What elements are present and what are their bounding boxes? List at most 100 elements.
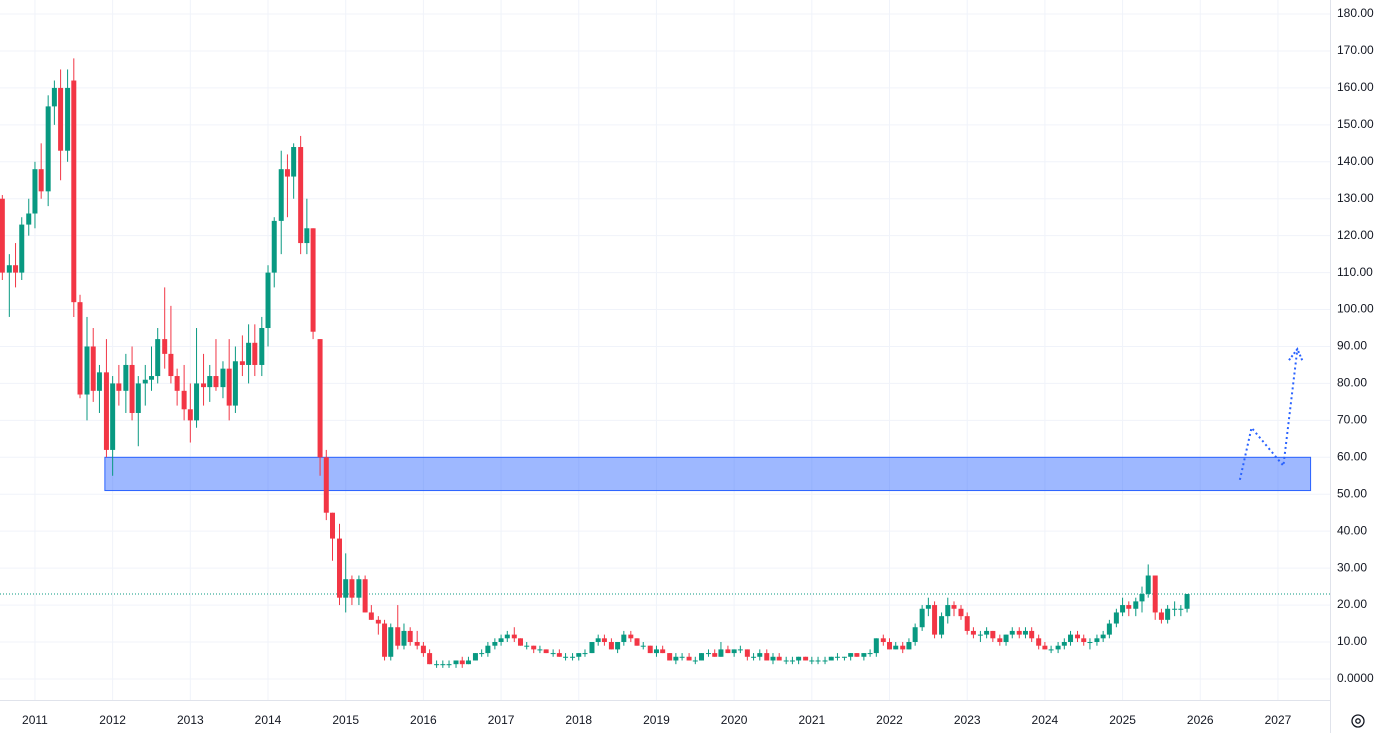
- candle-body: [1184, 593, 1190, 609]
- candle-body: [712, 653, 718, 657]
- candle-body: [1003, 634, 1009, 643]
- candle-body: [1016, 630, 1022, 635]
- candle-body: [679, 656, 685, 658]
- y-tick-label: 0.0000: [1337, 671, 1374, 685]
- candle-body: [155, 339, 161, 377]
- candle-body: [434, 664, 440, 666]
- candle-body: [465, 660, 471, 665]
- candle-body: [1009, 630, 1015, 635]
- candle-body: [310, 228, 316, 332]
- candle-body: [388, 627, 394, 657]
- candle-body: [38, 169, 44, 192]
- candle-body: [718, 649, 724, 657]
- candle-body: [19, 224, 25, 273]
- candle-body: [291, 147, 297, 177]
- candle-body: [576, 653, 582, 657]
- candle-body: [1055, 645, 1061, 650]
- candle-body: [13, 265, 19, 273]
- projection-arrowhead: [1288, 347, 1304, 363]
- candle-body: [368, 612, 374, 620]
- candle-body: [187, 409, 193, 421]
- candle-body: [660, 649, 666, 654]
- candle-body: [1022, 630, 1028, 635]
- x-tick-label: 2026: [1187, 713, 1214, 727]
- candle-body: [1120, 605, 1126, 613]
- candle-body: [259, 328, 265, 365]
- y-tick-label: 140.00: [1337, 154, 1374, 168]
- candle-body: [990, 630, 996, 639]
- candle-body: [246, 342, 252, 365]
- candle-body: [201, 383, 207, 388]
- candle-body: [174, 376, 180, 391]
- candle-body: [278, 169, 284, 221]
- candle-body: [925, 605, 931, 609]
- candle-body: [65, 87, 71, 151]
- candle-body: [744, 649, 750, 657]
- candle-body: [815, 660, 821, 662]
- x-tick-label: 2020: [721, 713, 748, 727]
- candle-body: [304, 228, 310, 244]
- candle-body: [945, 605, 951, 617]
- candle-body: [939, 616, 945, 635]
- candle-body: [51, 87, 57, 107]
- candle-body: [601, 638, 607, 643]
- candle-body: [861, 653, 867, 657]
- candle-body: [123, 364, 129, 391]
- candle-body: [420, 645, 426, 654]
- candle-body: [181, 390, 187, 410]
- candle-body: [912, 627, 918, 643]
- candle-body: [168, 353, 174, 377]
- candle-body: [504, 634, 510, 639]
- candle-body: [873, 638, 879, 654]
- y-tick-label: 10.00: [1337, 634, 1367, 648]
- x-tick-label: 2027: [1265, 713, 1292, 727]
- settings-icon[interactable]: [1351, 714, 1365, 728]
- candle-body: [148, 376, 154, 380]
- candle-body: [518, 638, 524, 646]
- x-tick-label: 2021: [798, 713, 825, 727]
- y-tick-label: 80.00: [1337, 376, 1367, 390]
- candle-body: [531, 645, 537, 650]
- candle-body: [284, 169, 290, 177]
- candle-body: [472, 653, 478, 661]
- candle-body: [621, 634, 627, 643]
- candle-body: [298, 147, 304, 244]
- y-tick-label: 100.00: [1337, 302, 1374, 316]
- x-tick-label: 2011: [22, 713, 48, 727]
- x-tick-label: 2019: [643, 713, 670, 727]
- candle-body: [608, 642, 614, 650]
- candle-body: [699, 653, 705, 661]
- candle-body: [1178, 608, 1184, 610]
- candle-body: [647, 645, 653, 654]
- candle-body: [440, 664, 446, 666]
- candle-body: [731, 649, 737, 654]
- candle-body: [226, 368, 232, 406]
- y-tick-label: 20.00: [1337, 597, 1367, 611]
- candle-body: [1048, 649, 1054, 651]
- x-tick-label: 2015: [332, 713, 359, 727]
- candle-body: [867, 653, 873, 655]
- zone: [104, 456, 1312, 492]
- candle-body: [135, 383, 141, 413]
- candle-body: [841, 656, 847, 658]
- candle-body: [893, 645, 899, 650]
- candle-body: [737, 649, 743, 651]
- candle-body: [511, 634, 517, 639]
- candle-body: [803, 656, 809, 661]
- candle-body: [589, 642, 595, 654]
- candle-body: [271, 220, 277, 273]
- candle-body: [362, 579, 368, 613]
- candle-body: [349, 579, 355, 598]
- candle-body: [887, 642, 893, 650]
- x-tick-label: 2013: [177, 713, 204, 727]
- candle-body: [84, 346, 90, 395]
- candle-body: [446, 664, 452, 666]
- x-tick-label: 2024: [1032, 713, 1059, 727]
- candle-body: [1126, 605, 1132, 609]
- candle-body: [479, 653, 485, 655]
- candle-body: [71, 80, 77, 303]
- candle-body: [757, 653, 763, 657]
- y-tick-label: 130.00: [1337, 191, 1374, 205]
